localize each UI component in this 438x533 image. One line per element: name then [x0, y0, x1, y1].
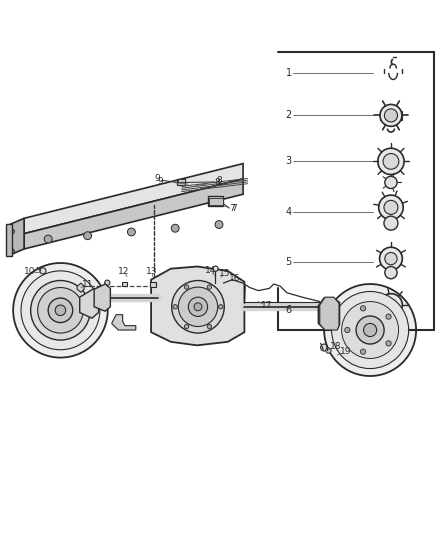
- Bar: [178, 179, 185, 182]
- Text: 10: 10: [24, 267, 35, 276]
- Circle shape: [10, 249, 14, 253]
- Circle shape: [383, 154, 399, 169]
- Circle shape: [380, 294, 403, 317]
- Polygon shape: [320, 297, 339, 330]
- Polygon shape: [24, 164, 243, 233]
- Circle shape: [342, 302, 399, 359]
- Text: 19: 19: [340, 348, 352, 357]
- Circle shape: [324, 284, 416, 376]
- Circle shape: [356, 316, 384, 344]
- Circle shape: [215, 221, 223, 229]
- Text: 14: 14: [205, 266, 216, 276]
- Circle shape: [31, 280, 90, 340]
- Circle shape: [379, 195, 403, 220]
- Text: 6: 6: [286, 305, 292, 316]
- Circle shape: [386, 341, 391, 346]
- Circle shape: [171, 224, 179, 232]
- Circle shape: [385, 300, 397, 311]
- Text: 16: 16: [229, 274, 240, 283]
- Text: 5: 5: [286, 257, 292, 267]
- Text: 18: 18: [330, 342, 341, 351]
- Circle shape: [332, 292, 409, 368]
- Circle shape: [194, 303, 202, 311]
- Circle shape: [207, 325, 212, 329]
- Circle shape: [10, 229, 14, 233]
- Circle shape: [385, 176, 397, 189]
- Circle shape: [48, 298, 73, 322]
- Circle shape: [380, 104, 402, 126]
- Circle shape: [178, 287, 218, 327]
- Bar: [177, 179, 185, 185]
- Polygon shape: [24, 179, 243, 249]
- Text: 9: 9: [157, 176, 163, 185]
- Circle shape: [385, 253, 397, 265]
- Text: 13: 13: [146, 267, 157, 276]
- Text: 12: 12: [118, 267, 130, 276]
- Text: 2: 2: [286, 110, 292, 120]
- Polygon shape: [318, 298, 339, 329]
- Circle shape: [360, 306, 366, 311]
- Circle shape: [364, 324, 377, 336]
- Polygon shape: [9, 219, 24, 255]
- Circle shape: [213, 266, 218, 271]
- Circle shape: [184, 285, 189, 289]
- Circle shape: [378, 148, 404, 174]
- Polygon shape: [77, 283, 84, 292]
- Circle shape: [385, 109, 398, 122]
- Circle shape: [385, 312, 397, 323]
- Text: 4: 4: [286, 207, 292, 217]
- Circle shape: [386, 314, 391, 319]
- Circle shape: [172, 280, 224, 333]
- Circle shape: [184, 325, 189, 329]
- Circle shape: [105, 280, 110, 285]
- Circle shape: [38, 287, 83, 333]
- Circle shape: [345, 327, 350, 333]
- Circle shape: [21, 271, 100, 350]
- Bar: [6, 223, 12, 256]
- Text: 7: 7: [231, 204, 237, 213]
- Polygon shape: [380, 111, 402, 120]
- Bar: [209, 198, 223, 205]
- Circle shape: [13, 263, 108, 358]
- Circle shape: [384, 200, 398, 214]
- Circle shape: [384, 216, 398, 230]
- Text: 17: 17: [261, 302, 272, 310]
- Bar: [122, 282, 127, 286]
- Text: 11: 11: [82, 279, 93, 288]
- Circle shape: [321, 344, 328, 351]
- Circle shape: [173, 304, 177, 309]
- Circle shape: [55, 305, 66, 316]
- Bar: [150, 282, 156, 287]
- Text: 1: 1: [286, 68, 292, 78]
- Circle shape: [84, 232, 92, 240]
- Circle shape: [44, 235, 52, 243]
- Polygon shape: [80, 288, 99, 318]
- Polygon shape: [151, 266, 244, 345]
- Circle shape: [188, 297, 208, 317]
- Circle shape: [127, 228, 135, 236]
- Circle shape: [219, 304, 223, 309]
- Text: 8: 8: [215, 178, 221, 187]
- Text: 3: 3: [286, 156, 292, 166]
- Circle shape: [380, 247, 403, 270]
- Bar: [208, 197, 223, 206]
- Polygon shape: [94, 284, 110, 311]
- Circle shape: [360, 349, 366, 354]
- Circle shape: [385, 266, 397, 279]
- Text: 8: 8: [216, 176, 222, 185]
- Circle shape: [40, 268, 46, 274]
- Polygon shape: [112, 314, 136, 330]
- Text: 15: 15: [219, 269, 230, 278]
- Circle shape: [207, 285, 212, 289]
- Text: 9: 9: [154, 174, 160, 183]
- Text: 7: 7: [229, 204, 235, 213]
- Circle shape: [326, 348, 331, 353]
